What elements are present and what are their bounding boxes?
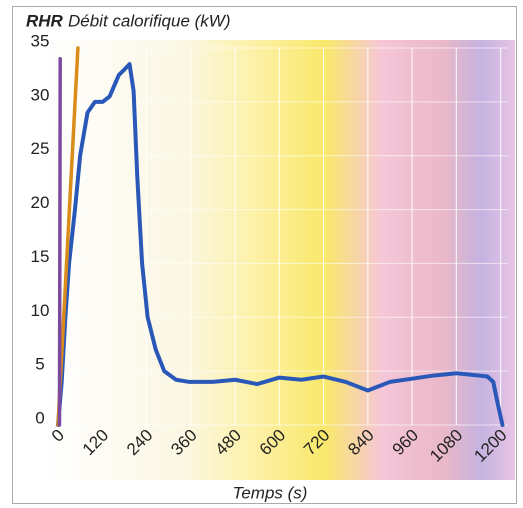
chart-title: RHR: [26, 11, 64, 30]
y-axis-label: Débit calorifique (kW): [68, 11, 231, 30]
frame: [12, 6, 517, 504]
data-line: [57, 57, 62, 427]
data-line: [56, 62, 505, 427]
y-tick-label: 5: [35, 355, 44, 374]
background: [40, 40, 515, 480]
y-tick-label: 10: [31, 301, 50, 320]
y-tick-label: 15: [31, 247, 50, 266]
y-tick-label: 25: [31, 139, 50, 158]
y-tick-label: 35: [31, 31, 50, 50]
y-tick-label: 30: [31, 85, 50, 104]
y-tick-label: 0: [35, 408, 44, 427]
y-tick-label: 20: [31, 193, 50, 212]
x-axis-label: Temps (s): [233, 483, 308, 502]
